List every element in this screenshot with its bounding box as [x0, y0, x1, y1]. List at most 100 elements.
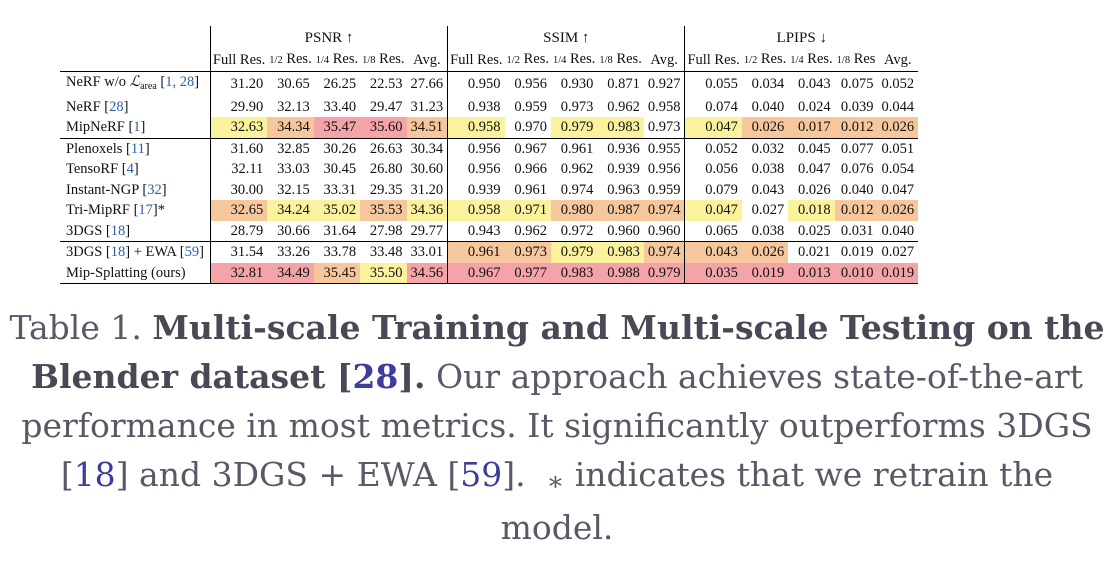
value-cell: 0.958: [647, 98, 681, 115]
fraction: 1/4: [315, 54, 330, 66]
value-cell: 0.040: [751, 98, 785, 115]
method-name: TensoRF [4]: [66, 161, 139, 178]
value-cell: 0.035: [684, 262, 742, 284]
value-cell: 0.044: [881, 98, 915, 115]
value-cell: 29.77: [406, 220, 448, 242]
value-cell: 0.973: [504, 241, 551, 263]
value-cell: 0.019: [840, 244, 874, 261]
table-row: TensoRF [4] 32.11 33.03 30.45 26.80 30.60 0.95…: [60, 159, 918, 180]
value-cell: 0.018: [788, 200, 835, 221]
value-cell: 26.63: [369, 140, 403, 157]
value-cell: 32.13: [277, 98, 310, 115]
header-row-resolutions: Full Res. 1/2 Res. 1/4 Res. 1/8 Res. Avg. Ful…: [60, 48, 919, 72]
value-cell: 0.076: [840, 161, 874, 178]
caption-ref-59[interactable]: 59: [460, 455, 503, 494]
value-cell: 0.956: [647, 161, 681, 178]
caption-text-4: indicates that we retrain the model.: [500, 455, 1054, 547]
value-cell: 0.026: [741, 241, 789, 263]
value-cell: 30.34: [410, 140, 444, 157]
header-corner: [60, 26, 210, 49]
group-header-ssim: SSIM ↑: [447, 26, 685, 49]
value-cell: 0.074: [684, 96, 742, 117]
value-cell: 26.80: [369, 161, 403, 178]
value-cell: 0.938: [447, 96, 505, 117]
value-cell: 31.20: [209, 71, 268, 97]
value-cell: 0.026: [741, 117, 789, 139]
column-header: 1/2 Res.: [741, 48, 789, 72]
value-cell: 0.979: [643, 262, 685, 284]
value-cell: 33.31: [323, 181, 357, 198]
caption-text-2: ] and 3DGS + EWA [: [115, 455, 461, 494]
value-cell: 29.90: [209, 96, 268, 117]
value-cell: 0.962: [504, 220, 551, 242]
value-cell: 0.939: [447, 179, 505, 200]
method-name: 3DGS [18]: [60, 220, 211, 242]
value-cell: 0.039: [840, 98, 874, 115]
caption-ref-28[interactable]: 28: [352, 357, 399, 396]
value-cell: 34.51: [406, 117, 448, 139]
column-header: 1/4 Res.: [313, 48, 361, 72]
citation-ref: 18: [110, 244, 126, 261]
value-cell: 0.943: [447, 220, 505, 242]
value-cell: 0.043: [798, 76, 831, 92]
results-table: PSNR ↑ SSIM ↑ LPIPS ↓ Full Res. 1/2 Res. 1/4 …: [60, 26, 919, 284]
table-row: MipNeRF [1] 32.63 34.34 35.47 35.60 34.51 0.95…: [60, 117, 919, 139]
caption-ref-18[interactable]: 18: [73, 455, 116, 494]
citation-ref: 18: [110, 222, 126, 239]
column-header: 1/4 Res.: [788, 48, 835, 72]
value-cell: 0.026: [877, 117, 919, 139]
fraction: 1/8: [362, 54, 376, 66]
column-header: Avg.: [406, 48, 448, 72]
value-cell: 30.60: [410, 161, 444, 178]
fraction: 1/2: [743, 54, 758, 66]
value-cell: 0.077: [840, 140, 874, 157]
value-cell: 0.040: [840, 181, 874, 198]
value-cell: 35.53: [360, 200, 407, 221]
value-cell: 0.959: [647, 181, 681, 198]
value-cell: 0.013: [788, 262, 835, 284]
value-cell: 0.927: [647, 76, 681, 92]
method-name: MipNeRF [1]: [60, 117, 211, 139]
value-cell: 0.026: [798, 181, 831, 198]
fraction: 1/2: [269, 54, 283, 66]
value-cell: 32.11: [209, 159, 268, 180]
value-cell: 0.047: [684, 117, 742, 139]
value-cell: 0.983: [597, 117, 644, 139]
column-header: Avg.: [877, 48, 919, 72]
column-header: 1/2 Res.: [267, 48, 314, 72]
method-name: Mip-Splatting (ours): [60, 262, 211, 284]
value-cell: 35.47: [313, 117, 361, 139]
value-cell: 0.065: [684, 220, 742, 242]
value-cell: 34.24: [267, 200, 314, 221]
value-cell: 0.054: [881, 161, 915, 178]
method-name: NeRF [28]: [66, 98, 129, 115]
value-cell: 0.052: [881, 76, 915, 92]
value-cell: 0.075: [840, 76, 874, 92]
citation-ref: 11: [130, 140, 145, 157]
citation-ref: 4: [126, 161, 134, 178]
value-cell: 0.971: [504, 200, 551, 221]
value-cell: 0.055: [684, 71, 742, 97]
value-cell: 0.052: [684, 138, 742, 159]
value-cell: 33.48: [369, 244, 403, 261]
value-cell: 35.50: [360, 262, 407, 284]
value-cell: 33.03: [277, 161, 310, 178]
value-cell: 0.980: [550, 200, 598, 221]
value-cell: 0.019: [741, 262, 789, 284]
value-cell: 34.34: [267, 117, 314, 139]
value-cell: 29.47: [369, 98, 403, 115]
value-cell: 34.36: [406, 200, 448, 221]
citation-ref: 1: [133, 119, 141, 136]
caption-text-3: ].: [502, 455, 526, 494]
value-cell: 31.20: [410, 181, 444, 198]
value-cell: 0.930: [560, 76, 594, 92]
value-cell: 0.979: [550, 117, 598, 139]
value-cell: 0.950: [447, 71, 505, 97]
header-row-groups: PSNR ↑ SSIM ↑ LPIPS ↓: [60, 26, 919, 49]
loss-subscript: area: [140, 80, 157, 92]
column-header: Full Res.: [209, 48, 268, 72]
value-cell: 0.047: [798, 161, 831, 178]
value-cell: 0.972: [550, 220, 598, 242]
value-cell: 0.960: [597, 220, 644, 242]
table-row: NeRF w/o ℒarea [1, 28] 31.20 30.65 26.25 22.…: [60, 71, 918, 97]
